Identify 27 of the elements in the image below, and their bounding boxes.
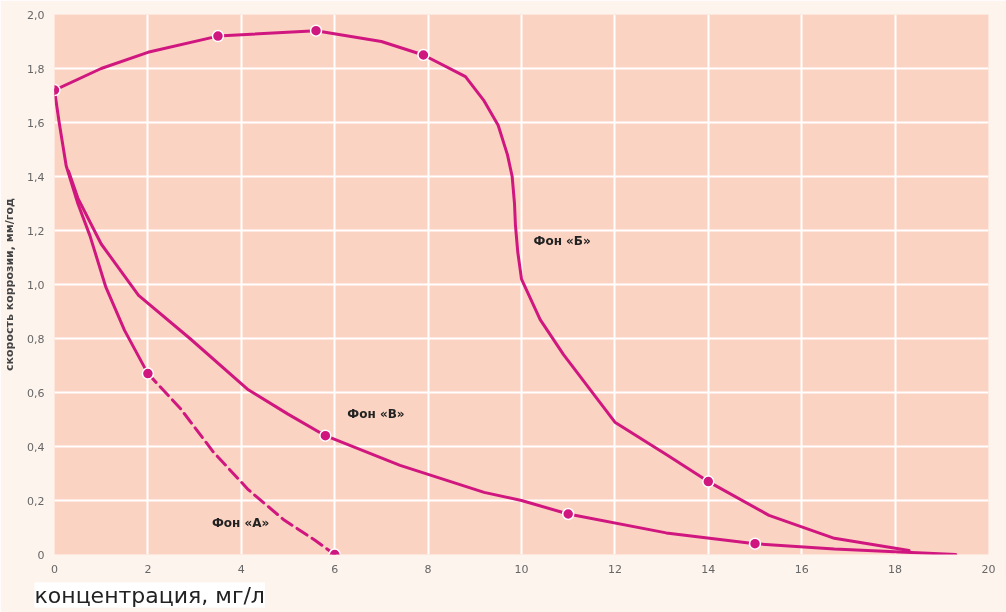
series-label: Фон «В» [347,406,405,421]
y-tick-label: 0,4 [27,440,45,454]
series-label: Фон «А» [211,516,270,531]
y-tick-label: 1,8 [27,62,45,76]
x-tick-label: 18 [888,562,903,576]
x-axis-title: концентрация, мг/л [34,582,265,608]
y-tick-label: 2,0 [27,8,45,22]
y-tick-label: 1,4 [27,170,45,184]
y-tick-label: 1,2 [27,224,45,238]
y-axis-title: скорость коррозии, мм/год [3,197,17,371]
x-tick-label: 6 [331,562,339,576]
y-tick-label: 1,6 [27,116,45,130]
y-tick-label: 0,6 [27,386,45,400]
x-tick-label: 8 [424,562,432,576]
x-tick-label: 0 [51,562,58,576]
y-tick-label: 0 [37,548,45,562]
x-tick-label: 2 [144,562,152,576]
y-tick-label: 0,8 [27,332,45,346]
x-tick-label: 16 [794,562,809,576]
x-tick-label: 10 [514,562,529,576]
x-tick-label: 4 [237,562,245,576]
y-tick-label: 0,2 [27,494,45,508]
x-tick-label: 20 [981,562,996,576]
series-label: Фон «Б» [533,234,591,249]
y-tick-label: 1,0 [27,278,45,292]
x-tick-label: 12 [607,562,622,576]
x-tick-label: 14 [701,562,716,576]
